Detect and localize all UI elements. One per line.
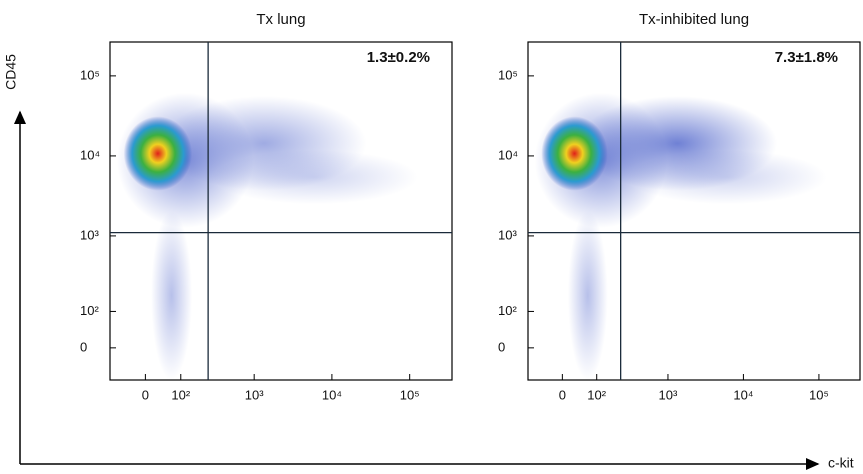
x-tick-label: 10² [171,387,190,402]
y-tick-label: 10⁴ [498,147,518,162]
density-cloud [567,211,608,380]
quadrant-percentage: 7.3±1.8% [775,49,838,66]
plot-frame [109,41,453,381]
panel: Tx lung 0 10² 10³ 10⁴ 10⁵ 0 10² 10³ 10⁴ 10⁵ 1.3±0.2… [80,11,453,402]
y-tick-label: 10² [80,303,99,318]
x-tick-label: 0 [559,387,566,402]
density-cloud [541,116,608,191]
y-tick-label: 0 [498,339,505,354]
x-axis-label: c-kit [828,455,854,471]
x-tick-label: 0 [142,387,149,402]
x-tick-label: 10⁴ [322,387,342,402]
plot-frame [527,41,861,381]
x-tick-label: 10³ [245,387,264,402]
panel-title: Tx-inhibited lung [639,11,749,28]
panels: Tx lung 0 10² 10³ 10⁴ 10⁵ 0 10² 10³ 10⁴ 10⁵ 1.3±0.2… [80,11,861,402]
x-tick-label: 10² [587,387,606,402]
density-cloud [212,150,418,205]
y-tick-label: 10³ [80,227,99,242]
density-cloud [123,116,193,191]
density-cloud [151,211,193,380]
y-tick-label: 10³ [498,227,517,242]
quadrant-percentage: 1.3±0.2% [367,49,430,66]
x-tick-label: 10⁴ [733,387,753,402]
x-tick-label: 10⁵ [400,387,420,402]
y-tick-label: 10⁵ [80,67,100,82]
y-tick-label: 10⁴ [80,147,100,162]
y-tick-label: 10² [498,303,517,318]
panel-title: Tx lung [256,11,305,28]
y-tick-label: 0 [80,339,87,354]
panel: Tx-inhibited lung 0 10² 10³ 10⁴ 10⁵ 0 10² 10³ 10⁴… [498,11,861,402]
x-tick-label: 10⁵ [809,387,829,402]
density-cloud [627,150,827,205]
y-tick-label: 10⁵ [498,67,518,82]
x-tick-label: 10³ [659,387,678,402]
y-axis-label: CD45 [3,54,19,90]
